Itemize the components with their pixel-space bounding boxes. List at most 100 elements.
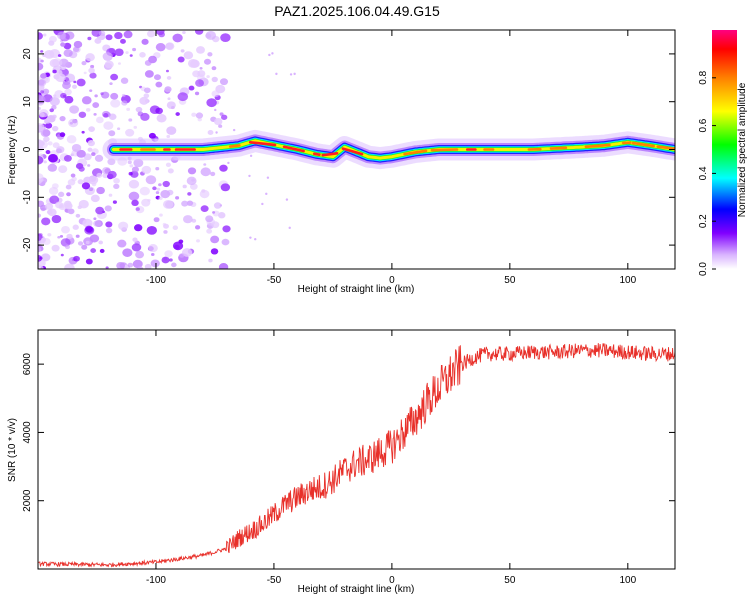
colorbar-ticks: 0.0 0.2 0.4 0.6 0.8 bbox=[698, 70, 716, 276]
noise-blob bbox=[75, 213, 81, 218]
noise-blob bbox=[38, 62, 44, 71]
noise-blob bbox=[72, 84, 78, 89]
noise-blob bbox=[66, 135, 77, 144]
noise-blob bbox=[104, 60, 114, 69]
noise-blob bbox=[70, 173, 76, 178]
noise-blob bbox=[195, 112, 204, 119]
noise-blob bbox=[93, 113, 97, 116]
noise-blob bbox=[148, 243, 158, 253]
signal-peak-segment bbox=[228, 144, 241, 148]
snr-x-axis-label: Height of straight line (km) bbox=[298, 584, 415, 595]
noise-blob bbox=[85, 53, 95, 62]
noise-blob bbox=[135, 250, 145, 259]
noise-blob bbox=[165, 162, 172, 167]
signal-peak-segment bbox=[549, 146, 568, 150]
noise-blob bbox=[59, 132, 66, 138]
noise-blob bbox=[81, 96, 92, 105]
noise-blob bbox=[40, 59, 44, 63]
noise-blob bbox=[128, 118, 133, 122]
noise-dot bbox=[249, 154, 253, 158]
noise-blob bbox=[135, 207, 140, 211]
noise-blob bbox=[51, 214, 62, 224]
x-tick-label: 0 bbox=[389, 575, 395, 586]
spectrogram-y-ticks: -20 -10 0 10 20 bbox=[22, 48, 675, 252]
colorbar-tick-label: 0.2 bbox=[698, 214, 709, 228]
noise-blob bbox=[69, 121, 73, 125]
x-tick-label: 0 bbox=[389, 275, 395, 286]
noise-blob bbox=[67, 208, 75, 215]
colorbar-label: Normalized spectral amplitude bbox=[737, 82, 748, 217]
noise-blob bbox=[64, 202, 73, 210]
y-tick-label: 4000 bbox=[22, 421, 33, 444]
noise-blob bbox=[105, 34, 113, 41]
noise-blob bbox=[139, 186, 150, 196]
noise-blob bbox=[155, 42, 166, 52]
noise-blob bbox=[108, 193, 113, 197]
noise-blob bbox=[81, 60, 87, 66]
noise-blob bbox=[40, 50, 44, 53]
noise-blob bbox=[38, 155, 44, 165]
noise-blob bbox=[171, 105, 175, 110]
noise-blob bbox=[131, 199, 139, 207]
noise-blob bbox=[94, 37, 102, 44]
noise-blob bbox=[164, 250, 173, 258]
y-tick-label: -20 bbox=[22, 237, 33, 252]
x-tick-label: -100 bbox=[146, 575, 166, 586]
noise-blob bbox=[201, 189, 206, 193]
noise-blob bbox=[96, 186, 105, 195]
noise-blob bbox=[77, 179, 84, 185]
noise-blob bbox=[85, 258, 93, 265]
x-tick-label: -50 bbox=[267, 275, 282, 286]
noise-blob bbox=[162, 180, 170, 188]
noise-blob bbox=[59, 235, 64, 238]
noise-blob bbox=[55, 73, 66, 83]
noise-blob bbox=[49, 195, 60, 204]
noise-blob bbox=[177, 56, 185, 63]
noise-blob bbox=[45, 122, 53, 129]
noise-blob bbox=[98, 30, 106, 37]
noise-blob bbox=[117, 62, 122, 65]
noise-blob bbox=[64, 95, 74, 104]
noise-blob bbox=[87, 140, 95, 147]
noise-blob bbox=[51, 244, 60, 252]
noise-blob bbox=[133, 125, 138, 129]
noise-blob bbox=[61, 225, 70, 234]
x-tick-label: 50 bbox=[504, 275, 516, 286]
noise-blob bbox=[134, 224, 143, 232]
noise-blob bbox=[56, 70, 63, 76]
noise-blob bbox=[66, 233, 73, 240]
noise-blob bbox=[207, 52, 213, 57]
noise-blob bbox=[64, 263, 75, 269]
noise-blob bbox=[95, 206, 105, 215]
noise-blob bbox=[64, 73, 76, 83]
noise-blob bbox=[38, 213, 42, 218]
noise-blob bbox=[83, 153, 92, 161]
noise-dot bbox=[248, 174, 251, 178]
noise-blob bbox=[194, 91, 200, 96]
noise-blob bbox=[161, 256, 170, 264]
noise-blob bbox=[159, 213, 163, 217]
spectrogram-x-ticks: -100 -50 0 50 100 bbox=[146, 30, 637, 286]
noise-blob bbox=[187, 192, 192, 196]
x-tick-label: -50 bbox=[267, 575, 282, 586]
noise-dot bbox=[266, 176, 270, 179]
noise-blob bbox=[47, 163, 58, 172]
noise-blob bbox=[118, 221, 129, 231]
noise-blob bbox=[57, 54, 62, 58]
noise-blob bbox=[47, 141, 53, 146]
noise-blob bbox=[195, 30, 204, 35]
noise-blob bbox=[38, 246, 42, 253]
noise-blob bbox=[49, 96, 60, 106]
noise-blob bbox=[81, 244, 88, 250]
noise-blob bbox=[165, 69, 169, 73]
noise-blob bbox=[144, 70, 154, 78]
signal-peak-segment bbox=[341, 147, 364, 156]
noise-blob bbox=[195, 225, 201, 230]
noise-dot bbox=[214, 108, 217, 112]
noise-blob bbox=[150, 259, 160, 268]
noise-blob bbox=[162, 199, 174, 209]
noise-blob bbox=[182, 30, 186, 35]
noise-blob bbox=[38, 95, 46, 104]
noise-blob bbox=[125, 51, 129, 54]
noise-blob bbox=[42, 129, 51, 137]
